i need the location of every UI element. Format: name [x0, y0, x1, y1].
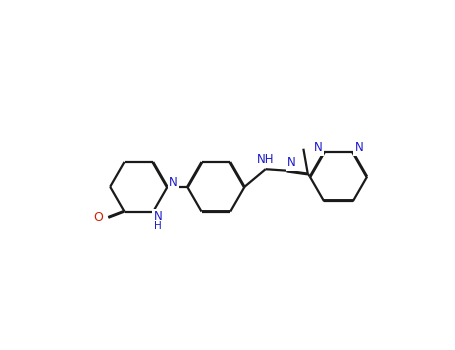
- Text: H: H: [154, 221, 162, 231]
- Text: N: N: [287, 156, 296, 169]
- Text: NH: NH: [257, 153, 274, 167]
- Text: O: O: [93, 211, 103, 224]
- Text: N: N: [313, 141, 322, 154]
- Text: N: N: [169, 176, 178, 189]
- Text: N: N: [354, 141, 364, 154]
- Text: N: N: [153, 210, 162, 223]
